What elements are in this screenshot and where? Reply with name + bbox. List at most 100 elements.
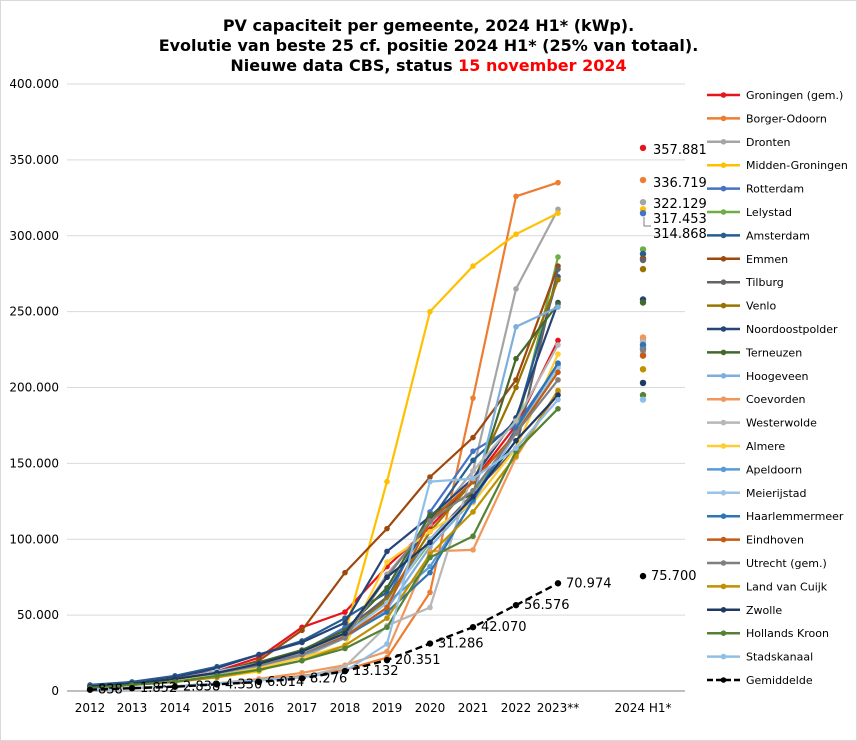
series-point bbox=[470, 533, 476, 540]
series-point bbox=[470, 448, 476, 455]
series-point bbox=[427, 518, 433, 524]
legend-marker bbox=[720, 92, 727, 98]
legend-marker bbox=[720, 583, 727, 590]
legend-marker bbox=[720, 162, 727, 168]
series-point bbox=[384, 641, 390, 647]
h1-point bbox=[639, 379, 647, 387]
legend-label: Eindhoven bbox=[746, 534, 804, 547]
legend-marker bbox=[720, 302, 727, 309]
series-point bbox=[470, 493, 476, 500]
series-point bbox=[555, 369, 561, 376]
legend-label: Meierijstad bbox=[746, 487, 806, 500]
legend-label: Coevorden bbox=[746, 393, 805, 406]
x-tick-label: 2017 bbox=[287, 701, 318, 715]
legend-marker bbox=[720, 396, 727, 403]
y-axis: 0 50.000 100.000 150.000 200.000 250.000 300.0… bbox=[9, 77, 59, 698]
average-point bbox=[554, 580, 562, 587]
series-point bbox=[427, 512, 433, 518]
series-point bbox=[470, 509, 476, 515]
series-point bbox=[384, 609, 390, 615]
average-point bbox=[639, 572, 647, 580]
series-point bbox=[172, 679, 178, 685]
h1-value-label: 336.719 bbox=[653, 176, 707, 191]
average-data-label: 13.132 bbox=[353, 664, 399, 679]
series-point bbox=[342, 609, 348, 615]
h1-value-label: 317.453 bbox=[653, 212, 707, 227]
series-point bbox=[384, 585, 390, 591]
title-line-3: Nieuwe data CBS, status 15 november 2024 bbox=[0, 56, 857, 76]
series-point bbox=[384, 648, 390, 655]
series-point bbox=[513, 324, 519, 330]
h1-point bbox=[639, 346, 647, 353]
series-point bbox=[427, 604, 433, 611]
average-data-label: 20.351 bbox=[395, 653, 441, 668]
title-line-3-prefix: Nieuwe data CBS, status bbox=[230, 56, 459, 75]
average-data-label: 75.700 bbox=[651, 569, 697, 584]
series-point bbox=[470, 487, 476, 494]
y-tick-label: 0 bbox=[51, 684, 59, 698]
y-tick-label: 200.000 bbox=[9, 381, 59, 395]
series-point bbox=[342, 619, 348, 626]
series-point bbox=[256, 651, 262, 658]
series-point bbox=[427, 308, 433, 315]
h1-point bbox=[639, 352, 647, 359]
series-point bbox=[555, 266, 561, 272]
series-point bbox=[513, 286, 519, 292]
h1-point bbox=[639, 209, 647, 217]
h1-value-label: 314.868 bbox=[653, 227, 707, 242]
legend-label: Land van Cuijk bbox=[746, 580, 828, 593]
legend-label: Tilburg bbox=[745, 276, 784, 289]
legend-label: Hollands Kroon bbox=[746, 627, 829, 640]
x-tick-label: 2016 bbox=[244, 701, 275, 715]
y-tick-label: 100.000 bbox=[9, 532, 59, 546]
series-point bbox=[384, 615, 390, 621]
legend-label: Lelystad bbox=[746, 206, 792, 219]
legend-label: Westerwolde bbox=[746, 417, 817, 430]
average-point bbox=[383, 656, 391, 664]
series-point bbox=[384, 548, 390, 555]
legend-marker bbox=[720, 326, 727, 332]
series-point bbox=[513, 430, 519, 436]
series-point bbox=[342, 663, 348, 670]
h1-point bbox=[639, 250, 647, 258]
series-point bbox=[256, 660, 262, 667]
series-line bbox=[89, 394, 559, 688]
legend-label: Stadskanaal bbox=[746, 651, 813, 664]
title-line-1: PV capaciteit per gemeente, 2024 H1* (kW… bbox=[222, 16, 635, 35]
title-line-2: Evolutie van beste 25 cf. positie 2024 H… bbox=[158, 36, 699, 55]
h1-point bbox=[639, 334, 647, 341]
legend-marker bbox=[720, 139, 727, 145]
series-point bbox=[555, 337, 561, 344]
series-point bbox=[555, 276, 561, 283]
average-point bbox=[298, 675, 306, 682]
legend-marker bbox=[720, 466, 727, 473]
series-point bbox=[513, 231, 519, 238]
h1-point bbox=[639, 299, 647, 306]
average-data-label: 42.070 bbox=[481, 620, 527, 635]
y-tick-label: 50.000 bbox=[17, 608, 59, 622]
legend-label: Groningen (gem.) bbox=[746, 89, 843, 102]
average-data-label: 4.330 bbox=[225, 677, 262, 692]
series-point bbox=[256, 666, 262, 673]
legend-label: Terneuzen bbox=[745, 346, 802, 359]
legend-label: Utrecht (gem.) bbox=[746, 557, 827, 570]
series-point bbox=[427, 554, 433, 561]
y-tick-label: 300.000 bbox=[9, 229, 59, 243]
average-point bbox=[171, 683, 179, 690]
legend-marker bbox=[720, 653, 727, 660]
h1-point bbox=[639, 246, 647, 253]
legend-label: Borger-Odoorn bbox=[746, 112, 827, 125]
h1-point bbox=[639, 144, 647, 152]
x-tick-label: 2019 bbox=[372, 701, 403, 715]
series-point bbox=[513, 384, 519, 391]
h1-point bbox=[639, 391, 647, 399]
series-point bbox=[427, 563, 433, 570]
series-point bbox=[555, 179, 561, 186]
series-point bbox=[555, 254, 561, 260]
average-point bbox=[512, 601, 520, 609]
series-point bbox=[384, 478, 390, 485]
legend-marker bbox=[720, 419, 727, 426]
x-tick-label: 2015 bbox=[202, 701, 233, 715]
average-point bbox=[213, 681, 221, 688]
